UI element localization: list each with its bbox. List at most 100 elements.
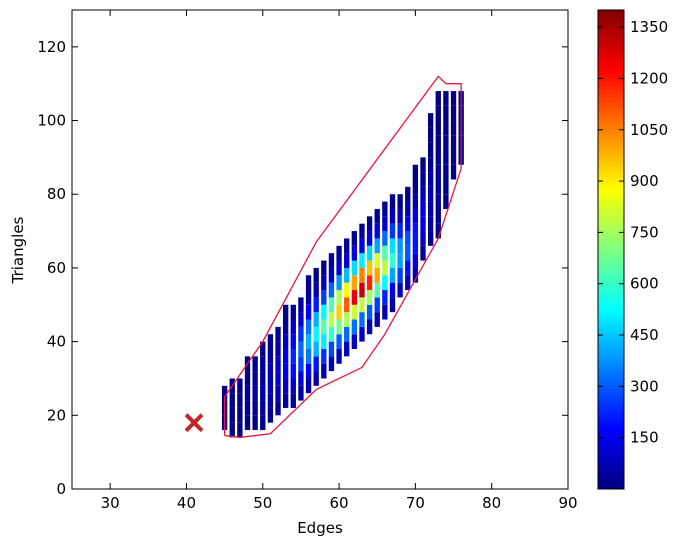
axes-frame xyxy=(71,9,569,490)
histogram-cell xyxy=(382,304,388,320)
histogram-cell xyxy=(405,245,411,261)
x-tick-label: 80 xyxy=(482,494,501,512)
colorbar-segment xyxy=(598,25,624,31)
histogram-cell xyxy=(260,356,266,372)
x-tick-label: 50 xyxy=(253,494,272,512)
histogram-cell xyxy=(290,334,296,349)
histogram-cell xyxy=(427,201,434,217)
colorbar-segment xyxy=(598,461,624,466)
colorbar-segment xyxy=(598,421,624,426)
histogram-cell xyxy=(244,385,251,401)
colorbar-segment xyxy=(598,149,624,155)
y-tick-label: 100 xyxy=(37,112,66,130)
colorbar-segment xyxy=(598,229,624,235)
histogram-cell xyxy=(351,231,358,246)
histogram-cell xyxy=(366,245,373,261)
histogram-cell xyxy=(366,275,373,291)
histogram-cell xyxy=(321,363,327,379)
histogram-cell xyxy=(359,326,365,342)
histogram-cell xyxy=(435,194,441,209)
histogram-cell xyxy=(382,231,388,246)
colorbar-segment xyxy=(598,241,624,247)
histogram-cell xyxy=(389,253,396,268)
histogram-cell xyxy=(427,127,434,143)
colorbar-segment xyxy=(598,217,624,223)
colorbar-segment xyxy=(598,289,624,294)
x-tick-label: 70 xyxy=(406,494,425,512)
histogram-cell xyxy=(374,297,380,313)
histogram-cell xyxy=(305,334,312,349)
y-tick-label: 40 xyxy=(47,333,66,351)
colorbar-segment xyxy=(598,297,624,302)
colorbar-segment xyxy=(598,21,624,27)
colorbar-segment xyxy=(598,89,624,95)
histogram-cell xyxy=(374,267,380,283)
histogram-cell xyxy=(344,253,350,268)
histogram-cell xyxy=(435,91,441,106)
histogram-cell xyxy=(336,319,342,335)
histogram-cell xyxy=(351,319,358,335)
histogram-cell xyxy=(275,385,281,401)
histogram-cell xyxy=(435,223,441,239)
colorbar-segment xyxy=(598,205,624,211)
histogram-cell xyxy=(351,334,358,349)
histogram-cell xyxy=(359,282,365,298)
histogram-cell xyxy=(328,267,335,283)
histogram-cell xyxy=(290,348,296,364)
histogram-cell xyxy=(290,304,296,320)
histogram-cell xyxy=(443,105,449,121)
histogram-cell xyxy=(229,393,235,408)
histogram-cell xyxy=(427,172,434,187)
histogram-cell xyxy=(313,297,319,313)
colorbar-segment xyxy=(598,473,624,478)
colorbar-segment xyxy=(598,261,624,266)
histogram-cell xyxy=(282,348,289,364)
histogram-cell xyxy=(344,267,350,283)
colorbar-segment xyxy=(598,189,624,195)
colorbar-segment xyxy=(598,309,624,314)
histogram-cell xyxy=(313,312,319,327)
colorbar-segment xyxy=(598,53,624,59)
histogram-cell xyxy=(443,120,449,136)
histogram-cell xyxy=(382,216,388,232)
histogram-cell xyxy=(305,363,312,379)
colorbar-segment xyxy=(598,185,624,191)
colorbar-segment xyxy=(598,93,624,99)
histogram-cell xyxy=(435,105,441,121)
colorbar-segment xyxy=(598,437,624,442)
histogram-cell xyxy=(321,304,327,320)
histogram-cell xyxy=(298,385,304,401)
histogram-cell xyxy=(397,194,403,209)
colorbar-segment xyxy=(598,65,624,71)
colorbar-segment xyxy=(598,181,624,187)
colorbar-segment xyxy=(598,145,624,151)
colorbar-segment xyxy=(598,193,624,199)
histogram-cell xyxy=(435,179,441,195)
histogram-cell xyxy=(252,371,258,386)
colorbar-segment xyxy=(598,457,624,462)
colorbar-segment xyxy=(598,157,624,163)
histogram-cell xyxy=(282,363,289,379)
colorbar-segment xyxy=(598,361,624,366)
colorbar-segment xyxy=(598,381,624,386)
histogram-cell xyxy=(267,363,274,379)
colorbar-segment xyxy=(598,141,624,147)
histogram-cell xyxy=(260,341,266,357)
histogram-cell xyxy=(313,356,319,372)
histogram-cell xyxy=(382,290,388,305)
histogram-cell xyxy=(275,341,281,357)
histogram-cell xyxy=(450,120,457,136)
histogram-cell xyxy=(313,371,319,386)
histogram-cell xyxy=(344,238,350,254)
y-tick-label: 80 xyxy=(47,185,66,203)
histogram-cell xyxy=(336,290,342,305)
histogram-cell xyxy=(260,415,266,431)
histogram-cell xyxy=(412,253,419,268)
histogram-cell xyxy=(443,194,449,209)
histogram-cell xyxy=(420,157,426,173)
histogram-cell xyxy=(374,223,380,239)
histogram-cell xyxy=(267,348,274,364)
colorbar-segment xyxy=(598,409,624,414)
colorbar-segment xyxy=(598,29,624,35)
